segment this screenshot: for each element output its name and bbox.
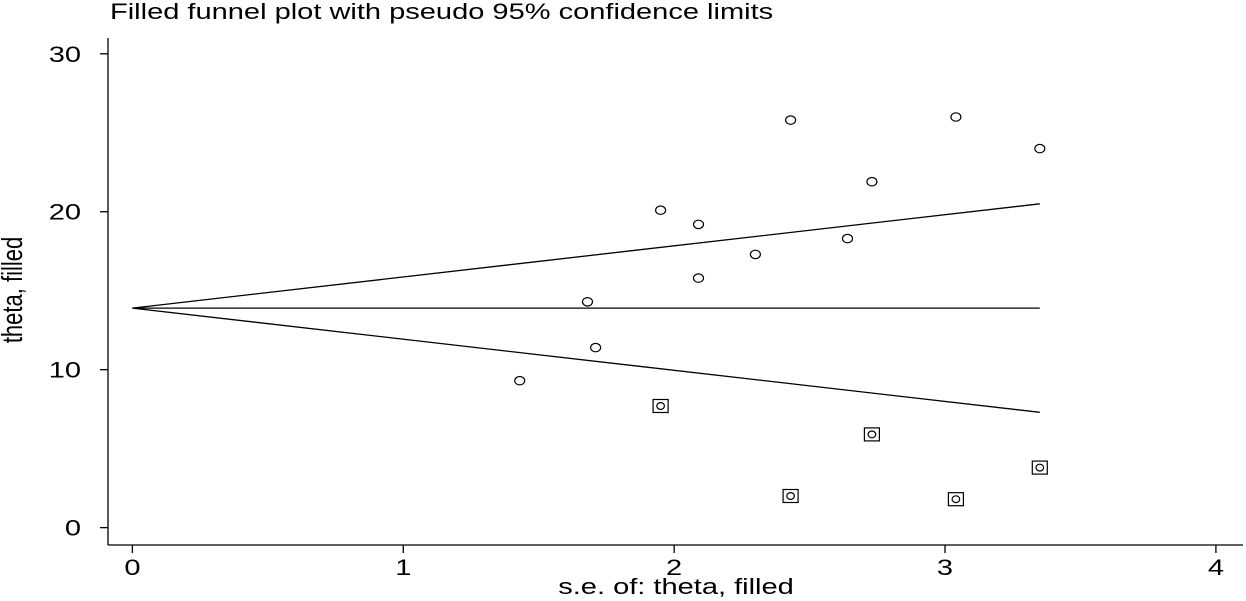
lower-confidence-limit-line bbox=[132, 307, 1040, 413]
data-point bbox=[1034, 143, 1046, 154]
data-point bbox=[784, 115, 797, 125]
y-tick-label: 30 bbox=[49, 43, 81, 67]
marker-circle bbox=[786, 492, 795, 501]
data-point bbox=[749, 249, 762, 260]
x-tick-label: 4 bbox=[1208, 556, 1224, 580]
x-tick-label: 0 bbox=[124, 556, 140, 580]
data-point bbox=[654, 205, 667, 215]
filled-data-point bbox=[782, 488, 799, 504]
x-tick-label: 3 bbox=[937, 556, 953, 580]
data-point bbox=[841, 233, 854, 244]
filled-data-point bbox=[947, 492, 965, 507]
data-point bbox=[866, 176, 878, 187]
filled-data-point bbox=[652, 398, 669, 414]
data-point bbox=[950, 112, 962, 122]
y-axis-label: theta, filled bbox=[0, 237, 29, 343]
x-tick-label: 1 bbox=[395, 556, 411, 580]
y-tick-label: 10 bbox=[49, 359, 81, 383]
x-axis-ticks: 0 1 2 3 4 bbox=[124, 545, 1224, 580]
marker-circle bbox=[951, 495, 961, 504]
data-points bbox=[514, 112, 1048, 507]
data-point bbox=[514, 375, 526, 386]
x-tick-label: 2 bbox=[666, 556, 682, 580]
data-point bbox=[581, 296, 594, 307]
y-tick-label: 20 bbox=[49, 201, 81, 225]
marker-circle bbox=[656, 402, 665, 411]
y-axis-ticks: 0 10 20 30 bbox=[49, 43, 108, 541]
filled-data-point bbox=[863, 427, 881, 442]
y-tick-label: 0 bbox=[65, 517, 81, 541]
data-point bbox=[589, 342, 602, 353]
chart-title: Filled funnel plot with pseudo 95% confi… bbox=[110, 0, 773, 24]
upper-confidence-limit-line bbox=[132, 203, 1040, 309]
data-point bbox=[692, 219, 705, 230]
marker-circle bbox=[1035, 463, 1045, 472]
funnel-lines bbox=[132, 203, 1040, 413]
marker-circle bbox=[867, 430, 877, 439]
filled-data-point bbox=[1031, 460, 1048, 475]
x-axis-label: s.e. of: theta, filled bbox=[558, 575, 794, 599]
data-point bbox=[692, 273, 705, 283]
